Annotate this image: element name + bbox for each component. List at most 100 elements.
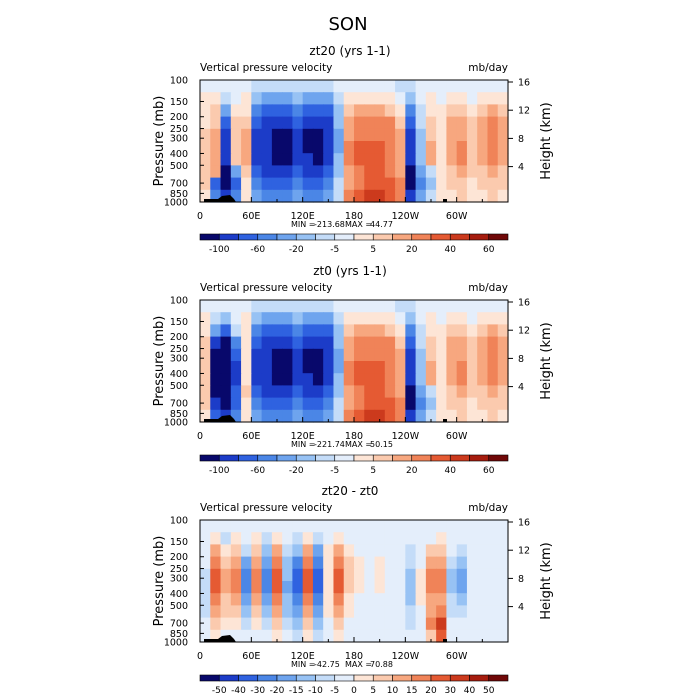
x-tick-label: 120E: [291, 431, 315, 442]
heatmap-cell: [395, 532, 406, 545]
heatmap-cell: [415, 629, 427, 643]
heatmap-cell: [241, 312, 252, 325]
heatmap-cell: [230, 336, 242, 350]
heatmap-cell: [210, 312, 222, 325]
heatmap-cell: [364, 165, 376, 179]
heatmap-cell: [395, 593, 406, 606]
heatmap-cell: [497, 189, 509, 203]
heatmap-cell: [436, 324, 447, 338]
heatmap-cell: [466, 153, 478, 166]
heatmap-cell: [292, 605, 304, 619]
heatmap-cell: [271, 532, 283, 545]
heatmap-cell: [241, 324, 252, 338]
heatmap-cell: [456, 605, 468, 619]
heatmap-cell: [384, 385, 396, 399]
heatmap-cell: [384, 336, 396, 350]
heatmap-cell: [292, 397, 304, 411]
heatmap-cell: [220, 92, 232, 105]
heatmap-cell: [282, 532, 293, 545]
heatmap-cell: [477, 629, 489, 643]
heatmap-cell: [271, 409, 283, 423]
heatmap-cell: [425, 128, 437, 142]
heatmap-cell: [395, 141, 406, 154]
heatmap-cell: [251, 605, 263, 619]
heatmap-cell: [220, 141, 232, 154]
heatmap-cell: [456, 532, 468, 545]
heatmap-cell: [425, 409, 437, 423]
colorbar-tick-label: -20: [289, 245, 304, 255]
heatmap-cell: [220, 116, 232, 130]
heatmap-cell: [487, 104, 499, 118]
heatmap-cell: [466, 629, 478, 643]
heatmap-cell: [466, 568, 478, 582]
colorbar-swatch: [295, 674, 316, 682]
heatmap-cell: [354, 409, 365, 423]
heatmap-cell: [343, 165, 355, 179]
heatmap-cell: [384, 532, 396, 545]
heatmap-cell: [210, 556, 222, 570]
heatmap-cell: [497, 141, 509, 154]
heatmap-cell: [230, 373, 242, 386]
heatmap-cell: [241, 141, 252, 154]
heatmap-cell: [271, 581, 283, 594]
heatmap-cell: [384, 544, 396, 558]
heatmap-cell: [200, 568, 211, 582]
heatmap-cell: [200, 409, 211, 423]
heatmap-cell: [497, 165, 509, 179]
heatmap-cell: [343, 348, 355, 362]
heatmap-cell: [415, 532, 427, 545]
heatmap-cell: [436, 581, 447, 594]
heatmap-cell: [477, 532, 489, 545]
heatmap-cell: [220, 617, 232, 631]
heatmap-cell: [312, 165, 324, 179]
colorbar-swatch: [469, 233, 490, 241]
heatmap-cell: [210, 116, 222, 130]
heatmap-cell: [292, 373, 304, 386]
heatmap-cell: [282, 544, 293, 558]
heatmap-cell: [261, 605, 273, 619]
colorbar-tick-label: 40: [464, 686, 476, 696]
heatmap-cell: [200, 165, 211, 179]
x-tick-label: 0: [197, 651, 203, 662]
heatmap-cell: [425, 153, 437, 166]
heatmap-cell: [241, 385, 252, 399]
heatmap-cell: [446, 300, 458, 313]
heatmap-cell: [425, 189, 437, 203]
heatmap-cell: [230, 116, 242, 130]
colorbar-tick-label: 0: [351, 686, 357, 696]
heatmap-cell: [497, 361, 509, 374]
colorbar-tick-label: 40: [445, 245, 457, 255]
heatmap-cell: [241, 556, 252, 570]
heatmap-cell: [446, 348, 458, 362]
heatmap-cell: [271, 177, 283, 191]
heatmap-cell: [343, 556, 355, 570]
y-tick-label: 200: [170, 332, 188, 343]
heatmap-cell: [446, 409, 458, 423]
heatmap-cell: [354, 336, 365, 350]
colorbar-swatch: [218, 454, 239, 462]
heatmap-cell: [425, 104, 437, 118]
heatmap-cell: [302, 409, 314, 423]
heatmap-cell: [384, 593, 396, 606]
heatmap-cell: [425, 116, 437, 130]
heatmap-cell: [200, 532, 211, 545]
heatmap-cell: [364, 189, 376, 203]
colorbar-swatch: [238, 454, 259, 462]
heatmap-cell: [446, 605, 458, 619]
units-label: mb/day: [468, 502, 508, 514]
heatmap-cell: [446, 532, 458, 545]
heatmap-cell: [312, 116, 324, 130]
heatmap-cell: [477, 104, 489, 118]
heatmap-cell: [497, 300, 509, 313]
heatmap-cell: [271, 165, 283, 179]
heatmap-cell: [436, 80, 447, 93]
heatmap-cell: [436, 544, 447, 558]
heatmap-cell: [312, 104, 324, 118]
heatmap-cell: [333, 336, 345, 350]
heatmap-cell: [282, 581, 293, 594]
heatmap-cell: [487, 409, 499, 423]
heatmap-cell: [292, 104, 304, 118]
heatmap-cell: [466, 593, 478, 606]
y-tick-label: 200: [170, 112, 188, 123]
x-tick-label: 60E: [242, 211, 260, 222]
